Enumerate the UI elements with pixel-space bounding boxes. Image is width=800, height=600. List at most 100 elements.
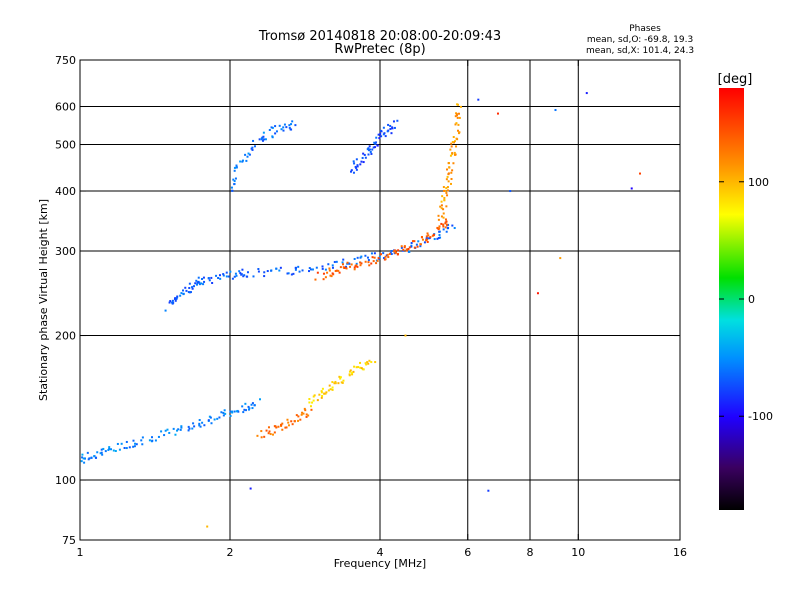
- data-point: [213, 418, 216, 421]
- data-point: [438, 233, 441, 236]
- data-point: [373, 252, 376, 255]
- data-point: [368, 148, 371, 151]
- data-point: [248, 407, 251, 410]
- data-point: [191, 286, 194, 289]
- data-point: [184, 286, 187, 289]
- data-point: [331, 272, 334, 275]
- data-point: [487, 489, 490, 492]
- data-point: [231, 189, 234, 192]
- data-point: [355, 264, 358, 267]
- data-point: [278, 269, 281, 272]
- data-point: [389, 124, 392, 127]
- data-point: [293, 420, 296, 423]
- data-point: [442, 223, 445, 226]
- data-point: [444, 218, 447, 221]
- data-point: [342, 263, 345, 266]
- data-point: [455, 113, 458, 116]
- data-point: [176, 295, 179, 298]
- data-point: [349, 369, 352, 372]
- data-point: [180, 292, 183, 295]
- data-point: [455, 122, 458, 125]
- data-point: [288, 124, 291, 127]
- data-point: [188, 282, 191, 285]
- data-point: [259, 398, 262, 401]
- data-point: [262, 135, 265, 138]
- data-point: [218, 416, 221, 419]
- data-point: [454, 153, 457, 156]
- y-tick-label: 400: [55, 185, 76, 198]
- data-point: [210, 276, 213, 279]
- data-point: [447, 227, 450, 230]
- data-point: [90, 456, 93, 459]
- data-point: [390, 132, 393, 135]
- data-point: [410, 245, 413, 248]
- data-point: [444, 226, 447, 229]
- data-point: [334, 380, 337, 383]
- data-point: [367, 259, 370, 262]
- data-point: [198, 424, 201, 427]
- data-point: [168, 301, 171, 304]
- data-point: [410, 242, 413, 245]
- data-point: [233, 169, 236, 172]
- data-point: [242, 275, 245, 278]
- data-point: [198, 422, 201, 425]
- data-point: [181, 289, 184, 292]
- data-point: [198, 419, 201, 422]
- data-point: [180, 425, 183, 428]
- data-point: [166, 428, 169, 431]
- data-point: [164, 429, 167, 432]
- data-point: [554, 109, 557, 112]
- data-point: [299, 418, 302, 421]
- x-tick-label: 1: [77, 546, 84, 559]
- data-point: [346, 261, 349, 264]
- data-point: [275, 426, 278, 429]
- data-point: [445, 220, 448, 223]
- data-point: [258, 138, 261, 141]
- data-point: [353, 266, 356, 269]
- data-point: [100, 451, 103, 454]
- data-point: [227, 275, 230, 278]
- data-point: [203, 280, 206, 283]
- data-point: [297, 415, 300, 418]
- data-point: [251, 146, 254, 149]
- y-tick-label: 300: [55, 245, 76, 258]
- data-point: [246, 271, 249, 274]
- data-point: [312, 395, 315, 398]
- data-point: [232, 178, 235, 181]
- data-point: [355, 366, 358, 369]
- data-point: [384, 135, 387, 138]
- data-point: [187, 429, 190, 432]
- data-point: [445, 230, 448, 233]
- data-point: [350, 169, 353, 172]
- data-point: [141, 443, 144, 446]
- chart-title: Tromsø 20140818 20:08:00-20:09:43: [258, 29, 501, 44]
- data-point: [417, 240, 420, 243]
- stats-line-x: mean, sd,X: 101.4, 24.3: [586, 46, 694, 56]
- colorbar-unit: [deg]: [718, 72, 753, 87]
- data-point: [360, 255, 363, 258]
- data-point: [433, 238, 436, 241]
- x-tick-label: 16: [673, 546, 687, 559]
- data-point: [425, 235, 428, 238]
- data-point: [182, 293, 185, 296]
- data-point: [361, 156, 364, 159]
- data-point: [384, 255, 387, 258]
- data-point: [256, 434, 259, 437]
- data-point: [353, 257, 356, 260]
- data-point: [337, 382, 340, 385]
- data-point: [308, 398, 311, 401]
- data-point: [244, 153, 247, 156]
- data-point: [356, 164, 359, 167]
- data-point: [198, 283, 201, 286]
- data-point: [280, 128, 283, 131]
- data-point: [403, 245, 406, 248]
- data-point: [413, 246, 416, 249]
- data-point: [438, 225, 441, 228]
- data-point: [353, 268, 356, 271]
- data-point: [238, 270, 241, 273]
- data-point: [338, 271, 341, 274]
- data-point: [270, 126, 273, 129]
- data-point: [361, 368, 364, 371]
- data-point: [364, 260, 367, 263]
- x-tick-label: 8: [527, 546, 534, 559]
